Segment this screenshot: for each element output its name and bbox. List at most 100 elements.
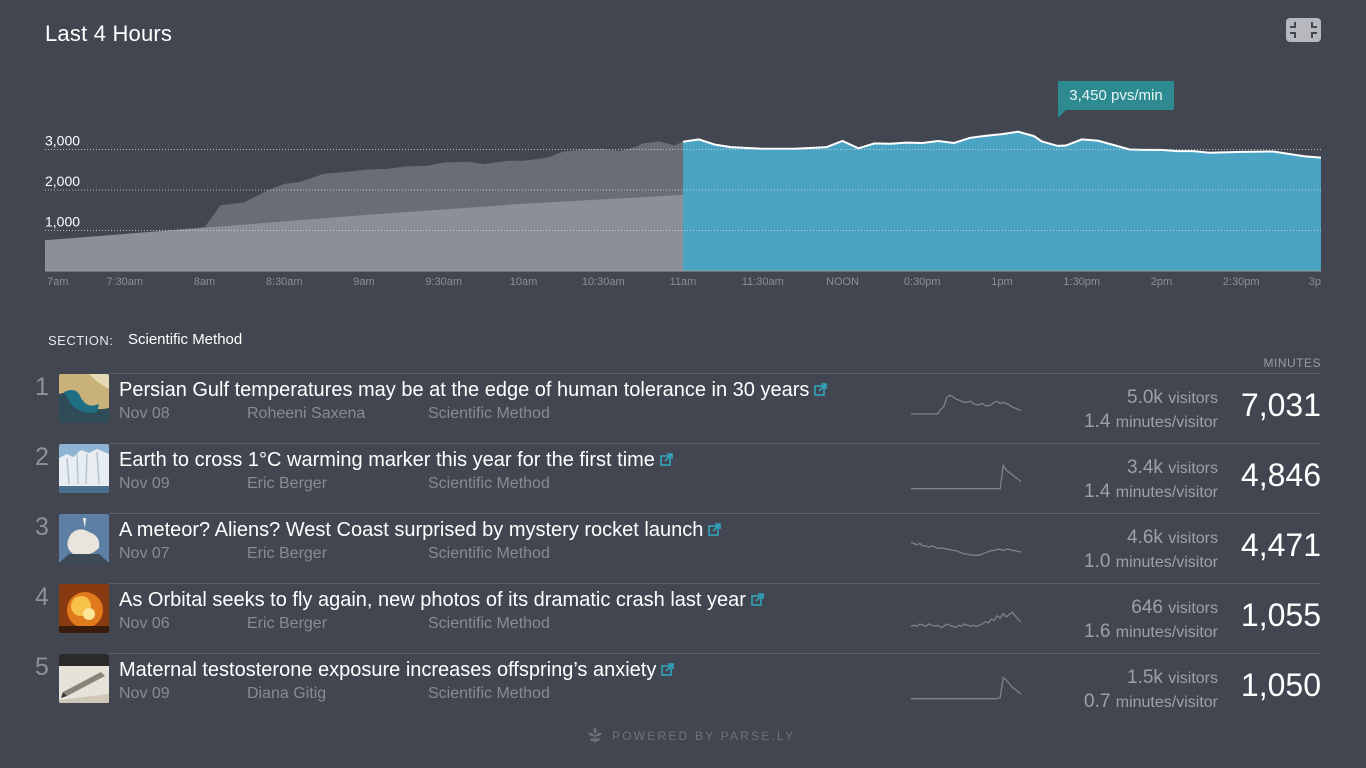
- x-tick-label: 7am: [47, 276, 68, 288]
- fullscreen-icon: [1290, 22, 1317, 38]
- article-author[interactable]: Diana Gitig: [247, 685, 327, 702]
- article-thumbnail[interactable]: [59, 374, 109, 423]
- minutes-total: 1,050: [1240, 667, 1321, 703]
- article-title[interactable]: Maternal testosterone exposure increases…: [119, 659, 657, 681]
- article-title-link[interactable]: Maternal testosterone exposure increases…: [119, 659, 675, 682]
- x-tick-label: 10:30am: [582, 276, 625, 288]
- x-tick-label: 2:30pm: [1223, 276, 1260, 288]
- list-item: 1 Persian Gulf temperatures may be at th…: [0, 373, 1366, 443]
- article-author[interactable]: Eric Berger: [247, 615, 328, 632]
- article-thumbnail[interactable]: [59, 514, 109, 563]
- y-tick-label: 1,000: [45, 214, 80, 230]
- sparkline: [910, 611, 1022, 629]
- article-section[interactable]: Scientific Method: [428, 615, 550, 632]
- x-tick-label: 0:30pm: [904, 276, 941, 288]
- minutes-column-header: MINUTES: [1263, 356, 1321, 370]
- article-author[interactable]: Roheeni Saxena: [247, 405, 366, 422]
- minutes-per-visitor: 1.6 minutes/visitor: [1084, 621, 1218, 643]
- article-section[interactable]: Scientific Method: [428, 405, 550, 422]
- article-date: Nov 09: [119, 475, 170, 492]
- minutes-total: 7,031: [1240, 387, 1321, 423]
- x-tick-label: 8am: [194, 276, 215, 288]
- article-title[interactable]: A meteor? Aliens? West Coast surprised b…: [119, 519, 704, 541]
- sparkline-path: [910, 611, 1022, 629]
- row-divider: [109, 513, 1321, 514]
- mpv-value: 1.4: [1084, 411, 1111, 432]
- article-thumbnail[interactable]: [59, 444, 109, 493]
- sparkline: [911, 676, 1022, 700]
- mpv-unit: minutes/visitor: [1115, 414, 1218, 431]
- sparkline: [911, 394, 1022, 415]
- footer-text: POWERED BY PARSE.LY: [612, 729, 796, 743]
- x-tick-label: 2pm: [1151, 276, 1172, 288]
- external-link-icon[interactable]: [661, 662, 675, 676]
- x-tick-label: 10am: [510, 276, 538, 288]
- mpv-value: 0.7: [1084, 691, 1111, 712]
- visitors-count: 5.0k visitors: [1127, 387, 1218, 409]
- article-title[interactable]: As Orbital seeks to fly again, new photo…: [119, 589, 746, 611]
- article-title-link[interactable]: Persian Gulf temperatures may be at the …: [119, 379, 828, 402]
- mpv-unit: minutes/visitor: [1115, 694, 1218, 711]
- rank-number: 3: [35, 513, 49, 541]
- sparkline: [911, 463, 1022, 490]
- visitors-value: 1.5k: [1127, 667, 1163, 688]
- mpv-unit: minutes/visitor: [1115, 624, 1218, 641]
- minutes-total: 1,055: [1240, 597, 1321, 633]
- section-value[interactable]: Scientific Method: [128, 331, 243, 348]
- article-title-link[interactable]: As Orbital seeks to fly again, new photo…: [119, 589, 764, 612]
- minutes-per-visitor: 1.4 minutes/visitor: [1084, 481, 1218, 503]
- pageviews-tooltip: 3,450 pvs/min: [1058, 81, 1174, 118]
- x-tick-label: 1:30pm: [1063, 276, 1100, 288]
- visitors-count: 4.6k visitors: [1127, 527, 1218, 549]
- x-tick-label: 9:30am: [425, 276, 462, 288]
- article-title[interactable]: Earth to cross 1°C warming marker this y…: [119, 449, 655, 471]
- sparkline-path: [910, 541, 1021, 556]
- article-author[interactable]: Eric Berger: [247, 545, 328, 562]
- article-date: Nov 06: [119, 615, 170, 632]
- external-link-icon[interactable]: [708, 522, 722, 536]
- article-thumbnail[interactable]: [59, 584, 109, 633]
- article-author[interactable]: Eric Berger: [247, 475, 328, 492]
- article-section[interactable]: Scientific Method: [428, 475, 550, 492]
- external-link-icon[interactable]: [751, 592, 764, 606]
- article-title[interactable]: Persian Gulf temperatures may be at the …: [119, 379, 810, 401]
- visitors-count: 3.4k visitors: [1127, 457, 1218, 479]
- visitors-unit: visitors: [1168, 600, 1218, 617]
- live-area: [683, 131, 1321, 271]
- article-title-link[interactable]: Earth to cross 1°C warming marker this y…: [119, 449, 673, 472]
- external-link-icon[interactable]: [814, 382, 828, 396]
- visitors-unit: visitors: [1168, 460, 1218, 477]
- article-thumbnail[interactable]: [59, 654, 109, 703]
- x-tick-label: 9am: [353, 276, 374, 288]
- y-tick-label: 2,000: [45, 173, 80, 189]
- rank-number: 4: [35, 583, 49, 611]
- article-title-link[interactable]: A meteor? Aliens? West Coast surprised b…: [119, 519, 722, 542]
- sparkline-path: [911, 394, 1022, 415]
- visitors-value: 646: [1131, 597, 1163, 618]
- article-date: Nov 07: [119, 545, 170, 562]
- list-item: 2 Earth to cross 1°C warming marker this…: [0, 443, 1366, 513]
- article-section[interactable]: Scientific Method: [428, 545, 550, 562]
- sparkline-path: [911, 676, 1022, 700]
- visitors-count: 646 visitors: [1131, 597, 1218, 619]
- minutes-total: 4,846: [1240, 457, 1321, 493]
- visitors-count: 1.5k visitors: [1127, 667, 1218, 689]
- list-item: 3 A meteor? Aliens? West Coast surprised…: [0, 513, 1366, 583]
- row-divider: [109, 653, 1321, 654]
- parsely-leaf-icon: [588, 727, 602, 744]
- mpv-unit: minutes/visitor: [1115, 484, 1218, 501]
- minutes-per-visitor: 1.0 minutes/visitor: [1084, 551, 1218, 573]
- visitors-value: 5.0k: [1127, 387, 1163, 408]
- section-label: SECTION:: [48, 333, 114, 348]
- powered-by-footer[interactable]: POWERED BY PARSE.LY: [586, 727, 796, 744]
- average-area: [45, 194, 683, 271]
- minutes-per-visitor: 0.7 minutes/visitor: [1084, 691, 1218, 713]
- fullscreen-button[interactable]: [1286, 18, 1321, 42]
- article-section[interactable]: Scientific Method: [428, 685, 550, 702]
- x-tick-label: 3p: [1309, 276, 1321, 288]
- minutes-total: 4,471: [1240, 527, 1321, 563]
- rank-number: 5: [35, 653, 49, 681]
- external-link-icon[interactable]: [660, 452, 673, 466]
- article-date: Nov 08: [119, 405, 170, 422]
- row-divider: [109, 443, 1321, 444]
